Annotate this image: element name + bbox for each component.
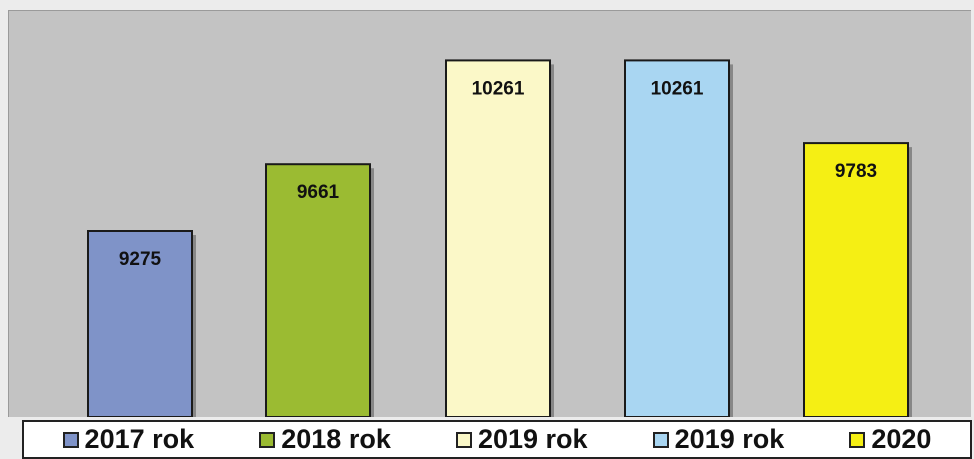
legend-item-3: 2019 rok	[652, 424, 785, 455]
legend-label-2: 2019 rok	[477, 424, 588, 454]
bar-4	[803, 142, 909, 417]
legend: 2017 rok 2018 rok 2019 rok 2019 rok 2020	[22, 420, 972, 459]
legend-item-2: 2019 rok	[455, 424, 588, 455]
legend-swatch-2	[455, 431, 472, 448]
legend-label-3: 2019 rok	[674, 424, 785, 454]
legend-label-0: 2017 rok	[84, 424, 195, 454]
legend-swatch-0	[62, 431, 79, 448]
legend-item-1: 2018 rok	[259, 424, 391, 455]
plot-area: 9275 9661 10261 10261 9783	[8, 10, 971, 417]
bar-value-label-0: 9275	[119, 249, 162, 270]
bar-value-label-3: 10261	[651, 78, 704, 99]
bar-1	[265, 163, 371, 417]
legend-label-1: 2018 rok	[281, 424, 391, 454]
bar-0	[87, 230, 193, 417]
legend-label-4: 2020	[871, 424, 932, 454]
legend-swatch-1	[259, 431, 276, 448]
bar-3	[624, 59, 730, 417]
bar-value-label-2: 10261	[472, 78, 525, 99]
legend-swatch-4	[849, 431, 866, 448]
bar-2	[445, 59, 551, 417]
legend-item-4: 2020	[849, 424, 931, 455]
legend-swatch-3	[652, 431, 669, 448]
bar-value-label-1: 9661	[297, 182, 340, 203]
legend-item-0: 2017 rok	[62, 424, 195, 455]
bars-layer: 9275 9661 10261 10261 9783	[87, 59, 912, 417]
bar-value-label-4: 9783	[835, 161, 877, 182]
